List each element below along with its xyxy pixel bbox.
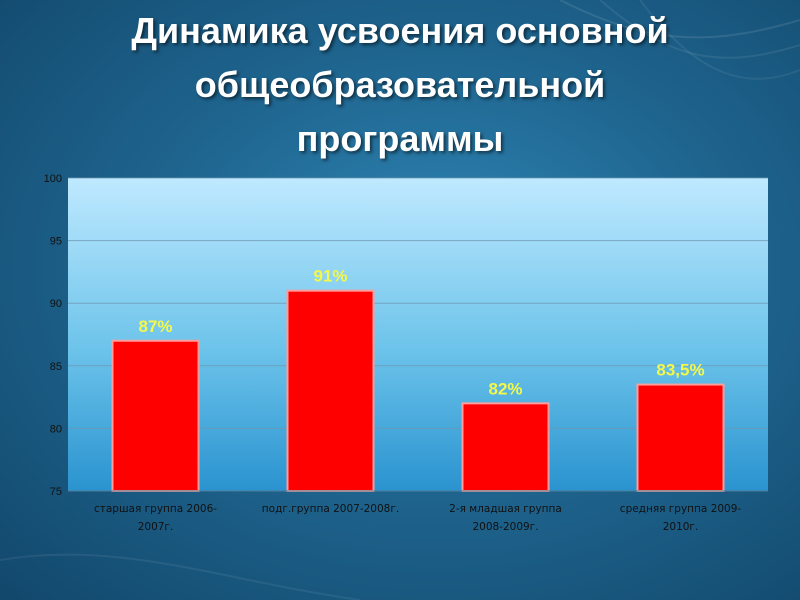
data-labels: 87% 91% 82% 83,5% (138, 267, 704, 399)
y-tick-label: 90 (50, 298, 62, 310)
bar (636, 383, 725, 492)
slide-title: Динамика усвоения основной общеобразоват… (30, 4, 770, 166)
y-axis-tick-labels: 75 80 85 90 95 100 (44, 173, 62, 498)
y-tick-label: 85 (50, 361, 62, 373)
y-tick-label: 100 (44, 173, 62, 185)
category-label: средняя группа 2009-2010г. (620, 503, 742, 533)
slide-title-line-3: программы (296, 118, 504, 159)
bars (111, 289, 725, 493)
bar (111, 339, 200, 493)
slide-title-line-1: Динамика усвоения основной (131, 10, 669, 51)
data-label: 82% (488, 379, 522, 398)
category-label: старшая группа 2006-2007г. (94, 503, 217, 533)
y-tick-label: 95 (50, 236, 62, 248)
y-tick-label: 75 (50, 486, 62, 498)
bar (286, 289, 375, 492)
bar (461, 402, 550, 492)
y-tick-label: 80 (50, 423, 62, 435)
data-label: 87% (138, 317, 172, 336)
category-label: подг.группа 2007-2008г. (262, 503, 399, 515)
data-label: 83,5% (656, 361, 704, 380)
data-label: 91% (313, 267, 347, 286)
slide-title-line-2: общеобразовательной (194, 64, 606, 105)
category-labels: старшая группа 2006-2007г. подг.группа 20… (94, 503, 741, 533)
category-label: 2-я младшая группа 2008-2009г. (449, 503, 562, 533)
